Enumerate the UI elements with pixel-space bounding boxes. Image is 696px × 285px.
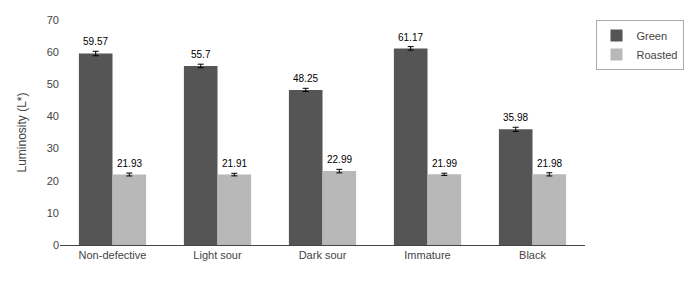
svg-text:55.7: 55.7	[191, 49, 211, 60]
svg-text:Dark sour: Dark sour	[299, 249, 347, 261]
svg-text:21.99: 21.99	[432, 158, 457, 169]
svg-text:60: 60	[47, 46, 59, 58]
svg-text:22.99: 22.99	[327, 154, 352, 165]
svg-text:35.98: 35.98	[503, 112, 528, 123]
svg-text:50: 50	[47, 78, 59, 90]
svg-text:21.93: 21.93	[117, 158, 142, 169]
svg-text:30: 30	[47, 142, 59, 154]
svg-text:20: 20	[47, 175, 59, 187]
svg-text:10: 10	[47, 207, 59, 219]
svg-text:0: 0	[53, 239, 59, 251]
svg-text:70: 70	[47, 14, 59, 26]
svg-text:Black: Black	[519, 249, 546, 261]
svg-text:21.98: 21.98	[537, 158, 562, 169]
svg-text:Immature: Immature	[404, 249, 450, 261]
svg-text:59.57: 59.57	[83, 36, 108, 47]
svg-text:Light sour: Light sour	[193, 249, 242, 261]
svg-text:21.91: 21.91	[222, 158, 247, 169]
svg-text:Non-defective: Non-defective	[79, 249, 147, 261]
svg-text:48.25: 48.25	[293, 73, 318, 84]
svg-text:Green: Green	[637, 30, 668, 42]
svg-text:40: 40	[47, 110, 59, 122]
svg-text:Luminosity (L*): Luminosity (L*)	[15, 92, 29, 172]
svg-text:61.17: 61.17	[398, 32, 423, 43]
svg-text:Roasted: Roasted	[637, 49, 678, 61]
